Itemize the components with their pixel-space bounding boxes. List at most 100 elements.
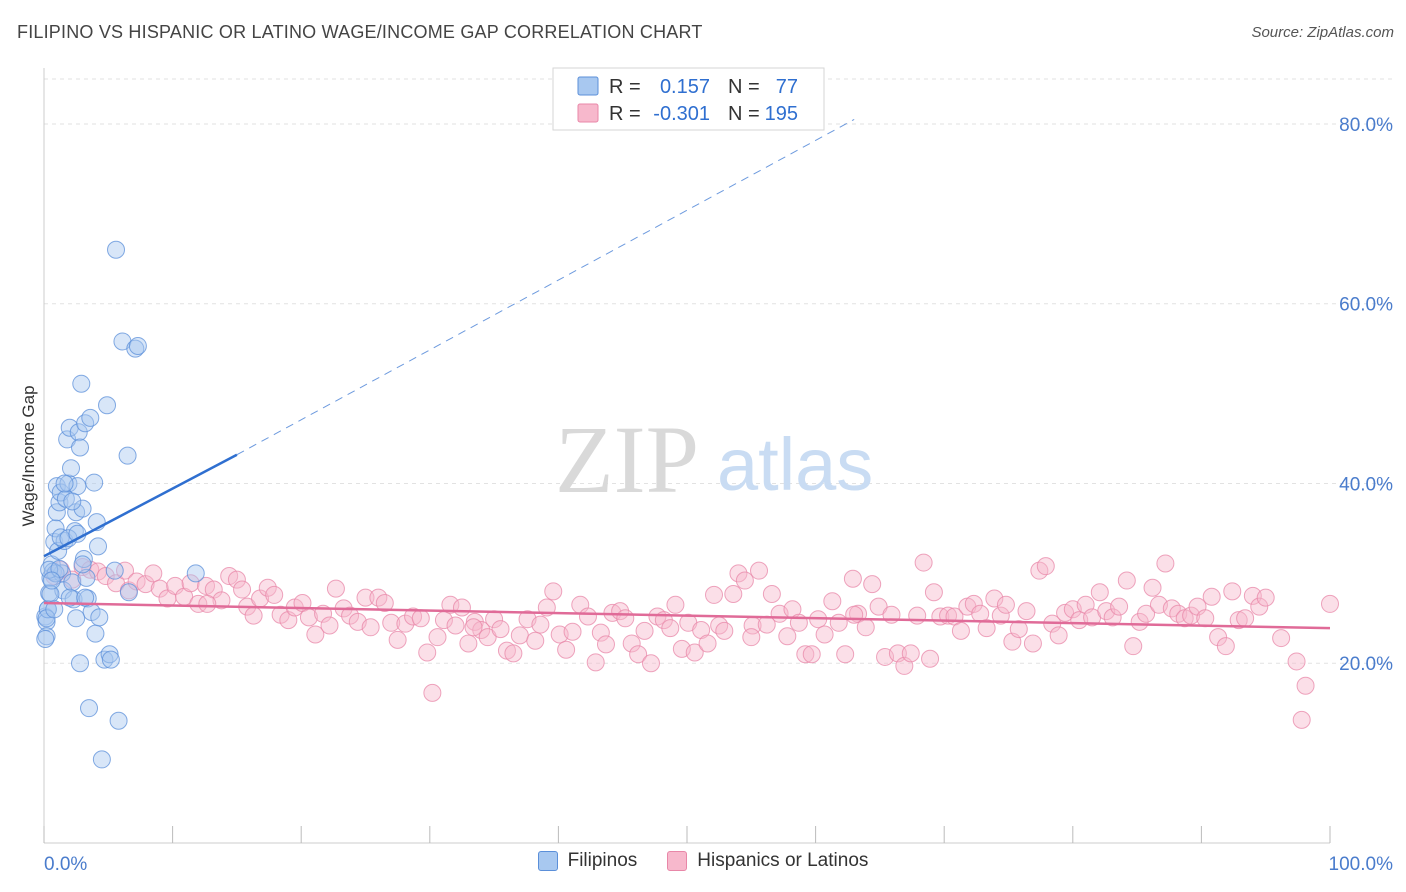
- point-hispanics: [1137, 604, 1156, 623]
- point-hispanics: [1223, 582, 1242, 601]
- legend-r-value-1: 0.157: [660, 76, 710, 98]
- point-hispanics: [1103, 608, 1122, 627]
- point-hispanics: [1023, 634, 1042, 653]
- legend-r-value-2: -0.301: [653, 103, 710, 125]
- point-filipinos: [90, 608, 109, 627]
- point-hispanics: [735, 571, 754, 590]
- point-hispanics: [1182, 606, 1201, 625]
- point-hispanics: [1202, 587, 1221, 606]
- point-hispanics: [1036, 557, 1055, 576]
- point-hispanics: [1296, 676, 1315, 695]
- point-filipinos: [89, 537, 108, 556]
- point-hispanics: [635, 621, 654, 640]
- point-hispanics: [423, 683, 442, 702]
- point-filipinos: [46, 519, 65, 538]
- point-hispanics: [1117, 571, 1136, 590]
- point-hispanics: [836, 645, 855, 664]
- point-filipinos: [101, 650, 120, 669]
- point-hispanics: [641, 654, 660, 673]
- point-hispanics: [150, 579, 169, 598]
- point-filipinos: [60, 588, 79, 607]
- point-hispanics: [591, 623, 610, 642]
- point-hispanics: [1250, 597, 1269, 616]
- point-hispanics: [843, 569, 862, 588]
- point-hispanics: [531, 615, 550, 634]
- point-hispanics: [1216, 637, 1235, 656]
- point-hispanics: [705, 585, 724, 604]
- point-filipinos: [186, 564, 205, 583]
- point-hispanics: [356, 588, 375, 607]
- point-hispanics: [629, 645, 648, 664]
- point-hispanics: [1017, 602, 1036, 621]
- point-hispanics: [320, 616, 339, 635]
- point-hispanics: [1090, 583, 1109, 602]
- point-hispanics: [1124, 637, 1143, 656]
- point-hispanics: [1009, 620, 1028, 639]
- point-filipinos: [92, 750, 111, 769]
- point-hispanics: [1049, 626, 1068, 645]
- legend-r-label-2: R =: [609, 103, 641, 125]
- series-legend: Filipinos Hispanics or Latinos: [0, 850, 1406, 872]
- point-hispanics: [418, 643, 437, 662]
- point-hispanics: [227, 570, 246, 589]
- point-filipinos: [67, 609, 86, 628]
- point-hispanics: [996, 595, 1015, 614]
- point-filipinos: [72, 374, 91, 393]
- point-hispanics: [921, 649, 940, 668]
- point-hispanics: [428, 628, 447, 647]
- point-filipinos: [81, 408, 100, 427]
- point-filipinos: [126, 339, 145, 358]
- point-filipinos: [74, 549, 93, 568]
- point-hispanics: [1143, 578, 1162, 597]
- point-hispanics: [491, 620, 510, 639]
- point-hispanics: [901, 644, 920, 663]
- point-filipinos: [95, 650, 114, 669]
- point-hispanics: [375, 594, 394, 613]
- point-hispanics: [908, 606, 927, 625]
- point-filipinos: [71, 654, 90, 673]
- point-filipinos: [37, 609, 56, 628]
- point-hispanics: [361, 618, 380, 637]
- point-hispanics: [815, 625, 834, 644]
- x-tick-label: 0.0%: [44, 854, 87, 875]
- point-hispanics: [802, 645, 821, 664]
- point-filipinos: [36, 629, 55, 648]
- point-hispanics: [478, 628, 497, 647]
- legend-item-hispanics[interactable]: Hispanics or Latinos: [667, 850, 868, 872]
- point-filipinos: [76, 588, 95, 607]
- point-hispanics: [616, 609, 635, 628]
- point-filipinos: [118, 446, 137, 465]
- point-hispanics: [778, 627, 797, 646]
- watermark-zip: ZIP: [555, 406, 699, 513]
- x-tick-label: 100.0%: [1329, 854, 1394, 875]
- trend-hispanics: [43, 601, 1331, 630]
- point-filipinos: [86, 624, 105, 643]
- chart-title: FILIPINO VS HISPANIC OR LATINO WAGE/INCO…: [17, 22, 703, 42]
- point-hispanics: [1287, 652, 1306, 671]
- point-filipinos: [85, 473, 104, 492]
- y-tick-label: 40.0%: [1339, 474, 1393, 495]
- point-hispanics: [388, 630, 407, 649]
- point-hispanics: [96, 567, 115, 586]
- point-hispanics: [985, 589, 1004, 608]
- legend-item-filipinos[interactable]: Filipinos: [537, 850, 638, 872]
- point-filipinos: [77, 568, 96, 587]
- point-hispanics: [869, 597, 888, 616]
- point-hispanics: [1229, 611, 1248, 630]
- point-hispanics: [1030, 561, 1049, 580]
- trend-filipinos: [43, 453, 238, 558]
- legend-label-filipinos: Filipinos: [567, 850, 638, 871]
- point-hispanics: [698, 634, 717, 653]
- point-filipinos: [62, 459, 81, 478]
- source-label: Source: ZipAtlas.com: [1251, 24, 1394, 41]
- point-filipinos: [69, 423, 88, 442]
- point-hispanics: [244, 606, 263, 625]
- legend-r-label-1: R =: [609, 76, 641, 98]
- point-filipinos: [42, 571, 61, 590]
- point-hispanics: [951, 621, 970, 640]
- point-hispanics: [762, 585, 781, 604]
- point-hispanics: [977, 619, 996, 638]
- point-filipinos: [40, 560, 59, 579]
- point-hispanics: [1256, 588, 1275, 607]
- point-filipinos: [58, 430, 77, 449]
